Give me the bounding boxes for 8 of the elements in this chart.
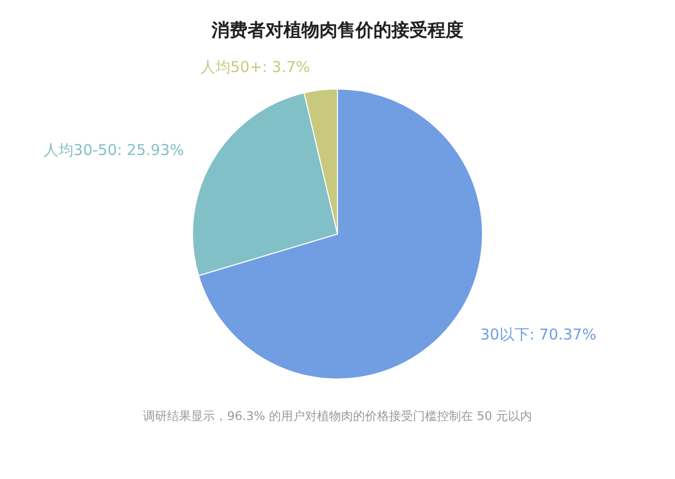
data-label: : 3.7% xyxy=(262,58,310,76)
text: 调研结果显示，96.3% 的用户对植物肉的价格接受门槛控制在 50 元以内 xyxy=(142,408,533,425)
slice-label: 人均30-50 xyxy=(43,140,118,159)
data-label: : 70.37% xyxy=(529,325,596,344)
slice-label: 人均50+ xyxy=(200,58,262,76)
slice-label: 30以下 xyxy=(480,325,530,344)
data-label: : 25.93% xyxy=(116,140,184,159)
chart-title: 消费者对植物肉售价的接受程度 xyxy=(210,20,464,42)
